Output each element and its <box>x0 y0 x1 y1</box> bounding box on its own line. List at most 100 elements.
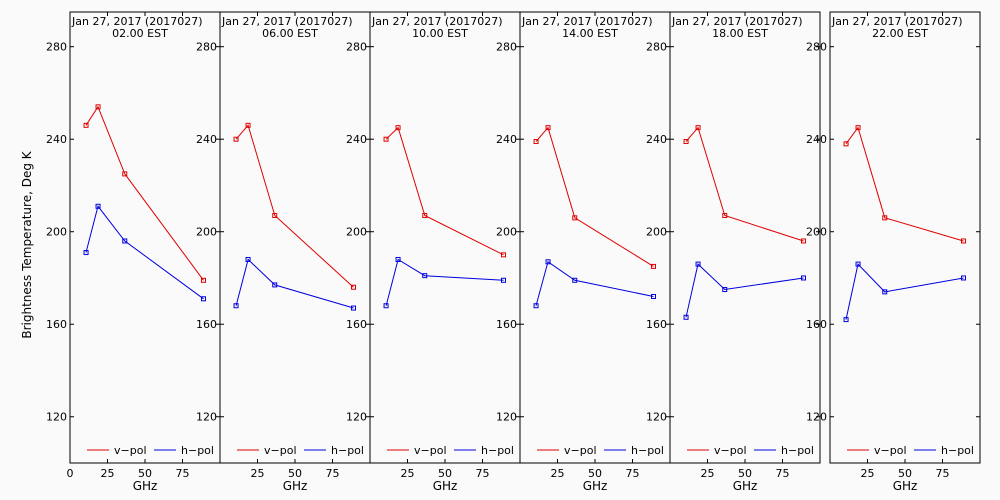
data-point <box>882 215 888 221</box>
x-tick-label: 50 <box>588 467 602 480</box>
x-tick-label: 25 <box>101 467 115 480</box>
series-line-h-pol <box>85 205 204 300</box>
y-tick-label: 200 <box>196 226 217 239</box>
series-line-v-pol <box>385 126 504 256</box>
data-point <box>695 125 701 131</box>
y-tick-label: 160 <box>806 318 827 331</box>
y-tick-label: 200 <box>646 226 667 239</box>
series-line-v-pol <box>235 124 354 288</box>
legend-label-v-pol: v−pol <box>714 444 747 457</box>
panel-date-label: Jan 27, 2017 (2017027) <box>221 15 353 28</box>
y-tick-label: 280 <box>646 41 667 54</box>
data-point <box>501 277 506 283</box>
y-tick-label: 240 <box>496 133 517 146</box>
chart-panel-4: Jan 27, 2017 (2017027)14.00 EST 120 160 200… <box>496 11 671 493</box>
data-point <box>801 238 806 244</box>
data-point <box>533 139 539 145</box>
series-line-v-pol <box>535 126 654 267</box>
y-tick-label: 240 <box>196 133 217 146</box>
panel-date-label: Jan 27, 2017 (2017027) <box>521 15 653 28</box>
x-tick-label: 75 <box>326 467 340 480</box>
data-point <box>695 261 701 267</box>
x-tick-label: 75 <box>626 467 640 480</box>
x-axis-label: GHz <box>133 479 158 493</box>
y-tick-label: 120 <box>46 411 67 424</box>
y-tick-label: 240 <box>46 133 67 146</box>
series-line-v-pol <box>845 126 964 242</box>
chart-panel-2: Jan 27, 2017 (2017027)06.00 EST 120 160 200… <box>196 11 371 493</box>
y-tick-label: 120 <box>346 411 367 424</box>
data-point <box>651 263 656 269</box>
chart-panel-6: Jan 27, 2017 (2017027)22.00 EST 120 160 200… <box>806 11 981 493</box>
data-point <box>572 277 578 283</box>
y-tick-label: 160 <box>646 318 667 331</box>
data-point <box>801 275 806 281</box>
data-point <box>843 317 849 323</box>
y-tick-label: 120 <box>496 411 517 424</box>
data-point <box>95 203 101 209</box>
legend-label-v-pol: v−pol <box>564 444 597 457</box>
y-tick-label: 240 <box>346 133 367 146</box>
data-point <box>545 259 551 265</box>
x-tick-label: 75 <box>776 467 790 480</box>
data-point <box>233 136 239 142</box>
x-tick-label: 25 <box>551 467 565 480</box>
legend-label-v-pol: v−pol <box>114 444 147 457</box>
series-line-h-pol <box>385 258 504 306</box>
data-point <box>961 275 966 281</box>
data-point <box>395 125 401 131</box>
y-tick-label: 280 <box>46 41 67 54</box>
x-tick-label: 50 <box>898 467 912 480</box>
x-tick-label: 50 <box>438 467 452 480</box>
y-tick-label: 200 <box>346 226 367 239</box>
data-point <box>351 284 356 290</box>
x-tick-label: 25 <box>701 467 715 480</box>
data-point <box>351 305 356 311</box>
x-tick-label: 75 <box>476 467 490 480</box>
y-tick-label: 280 <box>806 41 827 54</box>
legend-label-h-pol: h−pol <box>331 444 364 457</box>
data-point <box>201 277 206 283</box>
x-axis-label: GHz <box>583 479 608 493</box>
y-tick-label: 240 <box>806 133 827 146</box>
data-point <box>855 261 861 267</box>
x-tick-label: 25 <box>861 467 875 480</box>
data-point <box>245 122 251 128</box>
data-point <box>201 296 206 302</box>
y-tick-label: 200 <box>496 226 517 239</box>
y-tick-label: 160 <box>346 318 367 331</box>
data-point <box>83 250 89 256</box>
x-tick-label: 75 <box>936 467 950 480</box>
legend-label-v-pol: v−pol <box>264 444 297 457</box>
panel-time-label: 22.00 EST <box>872 27 928 40</box>
data-point <box>422 213 428 219</box>
chart-panel-5: Jan 27, 2017 (2017027)18.00 EST 120 160 200… <box>646 11 821 493</box>
chart-panel-1: Jan 27, 2017 (2017027)02.00 EST 120 160 200… <box>46 11 221 493</box>
legend-label-h-pol: h−pol <box>781 444 814 457</box>
data-point <box>272 213 278 219</box>
panels: Jan 27, 2017 (2017027)02.00 EST120160200… <box>46 11 981 493</box>
panel-time-label: 18.00 EST <box>712 27 768 40</box>
data-point <box>272 282 278 288</box>
x-axis-label: GHz <box>433 479 458 493</box>
x-tick-label: 25 <box>251 467 265 480</box>
data-point <box>83 122 89 128</box>
panel-time-label: 10.00 EST <box>412 27 468 40</box>
y-axis-label: Brightness Temperature, Deg K <box>20 150 34 338</box>
x-tick-label: 0 <box>67 467 74 480</box>
y-tick-label: 280 <box>196 41 217 54</box>
series-line-h-pol <box>845 263 964 320</box>
data-point <box>651 293 656 299</box>
y-tick-label: 280 <box>346 41 367 54</box>
data-point <box>395 256 401 262</box>
data-point <box>501 252 506 258</box>
data-point <box>722 287 728 293</box>
y-tick-label: 120 <box>806 411 827 424</box>
data-point <box>855 125 861 131</box>
y-tick-label: 120 <box>646 411 667 424</box>
y-tick-label: 160 <box>196 318 217 331</box>
legend-label-h-pol: h−pol <box>181 444 214 457</box>
legend-label-h-pol: h−pol <box>481 444 514 457</box>
